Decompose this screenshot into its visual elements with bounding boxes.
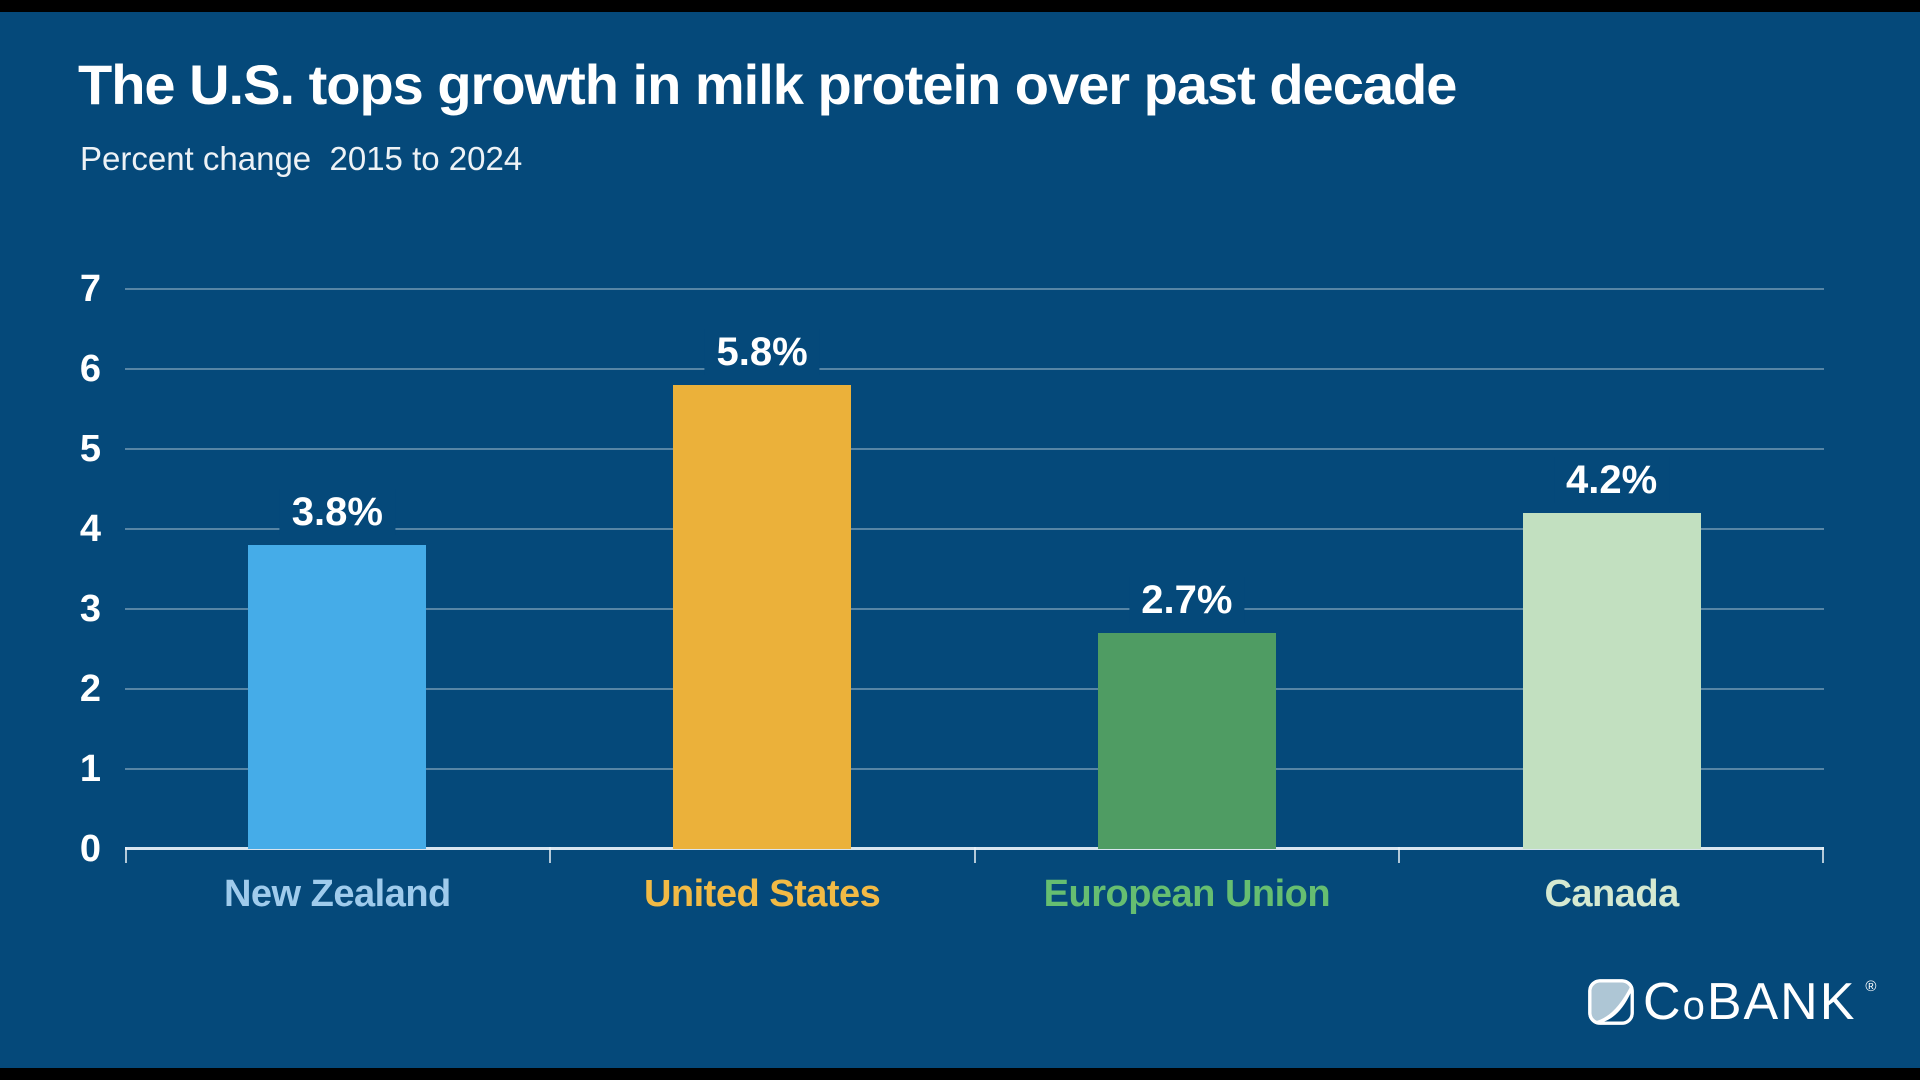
bar-value-label: 5.8% xyxy=(704,329,820,375)
category-label-european-union: European Union xyxy=(1043,873,1331,915)
gridline-2 xyxy=(125,688,1824,690)
bar-european-union xyxy=(1097,633,1276,849)
bar-new-zealand xyxy=(248,545,427,849)
y-axis-label-3: 3 xyxy=(79,588,101,630)
gridline-7 xyxy=(125,288,1824,290)
logo-letter-c: C xyxy=(1643,973,1683,1031)
plot-area: 7 6 5 4 3 2 1 0 3.8% New Zealand 5.8% United States… xyxy=(80,268,1824,915)
gridline-1 xyxy=(125,768,1824,770)
bar-value-label: 2.7% xyxy=(1129,577,1245,623)
bar-value-label: 4.2% xyxy=(1554,457,1670,503)
y-axis-label-2: 2 xyxy=(79,668,101,710)
gridline-6 xyxy=(125,368,1824,370)
category-label-united-states: United States xyxy=(643,873,881,915)
logo-letter-o: o xyxy=(1682,984,1707,1028)
axis-tick xyxy=(1822,847,1824,863)
gridline-4 xyxy=(125,528,1824,530)
y-axis-label-4: 4 xyxy=(79,508,101,550)
y-axis-label-0: 0 xyxy=(79,828,101,870)
y-axis-label-1: 1 xyxy=(79,748,101,790)
axis-tick xyxy=(548,847,551,863)
bottom-letterbox xyxy=(0,1068,1920,1080)
category-label-new-zealand: New Zealand xyxy=(223,873,451,915)
bar-value-label: 3.8% xyxy=(279,489,395,535)
logo-letters-bank: BANK xyxy=(1706,973,1857,1031)
y-axis-label-7: 7 xyxy=(79,268,101,310)
y-axis-label-6: 6 xyxy=(79,348,101,390)
bar-united-states xyxy=(673,385,852,849)
gridline-3 xyxy=(125,608,1824,610)
cobank-logo-icon xyxy=(1588,979,1634,1025)
top-letterbox xyxy=(0,0,1920,12)
chart-title: The U.S. tops growth in milk protein ove… xyxy=(78,53,1457,116)
axis-tick xyxy=(1398,847,1401,863)
bar-canada xyxy=(1522,513,1701,849)
chart-subtitle: Percent change 2015 to 2024 xyxy=(80,140,523,177)
category-label-canada: Canada xyxy=(1544,873,1679,915)
registered-mark: ® xyxy=(1865,978,1877,995)
axis-tick xyxy=(973,847,976,863)
y-axis-label-5: 5 xyxy=(79,428,101,470)
gridline-5 xyxy=(125,448,1824,450)
axis-tick xyxy=(125,847,127,863)
